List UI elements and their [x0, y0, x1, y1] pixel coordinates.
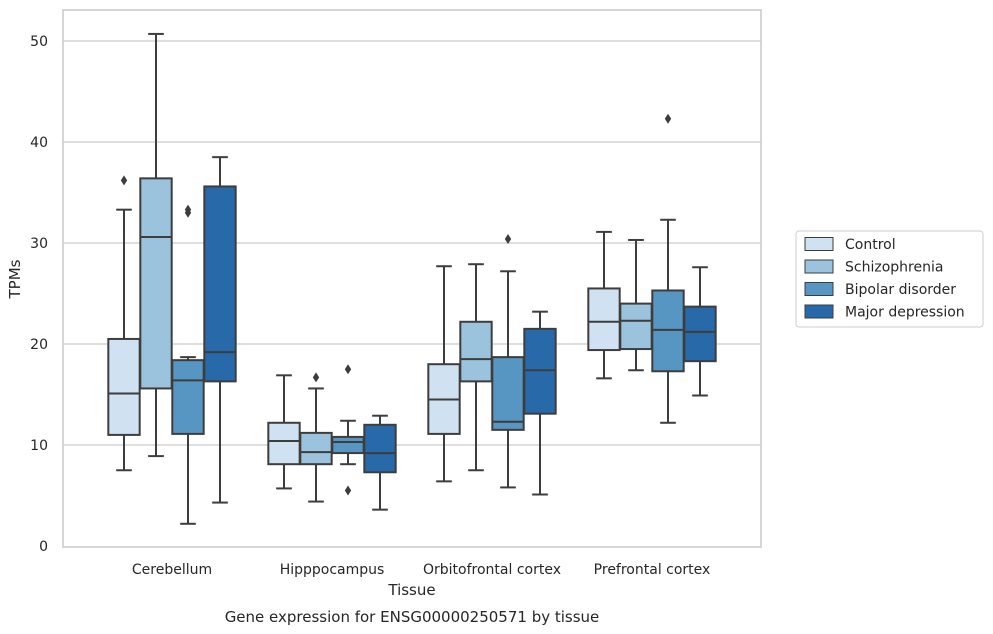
box-0-3	[587, 230, 621, 380]
iqr-box	[587, 287, 621, 352]
iqr-box	[107, 337, 141, 436]
legend-frame	[795, 230, 984, 328]
box-1-0	[139, 32, 173, 458]
y-tick-label-50: 50	[30, 34, 48, 50]
x-tick-label-3: Prefrontal cortex	[594, 562, 711, 578]
legend: Control Schizophrenia Bipolar disorder Majo…	[795, 230, 984, 328]
y-tick-label-20: 20	[30, 337, 48, 353]
iqr-box	[459, 320, 493, 383]
box-1-1	[299, 372, 333, 503]
y-tick-label-10: 10	[30, 438, 48, 454]
x-axis-title: Tissue	[387, 581, 435, 599]
box-2-2	[491, 233, 525, 489]
legend-label-0: Control	[845, 237, 896, 253]
outlier-point-1	[344, 485, 352, 496]
y-tick-label-30: 30	[30, 236, 48, 252]
box-3-0	[203, 156, 237, 504]
series-0	[107, 175, 621, 490]
box-3-2	[523, 310, 557, 496]
outlier-point-1	[184, 204, 192, 215]
series-2	[171, 113, 685, 525]
iqr-box	[363, 423, 397, 474]
legend-label-1: Schizophrenia	[845, 260, 943, 276]
legend-swatch-3	[804, 304, 834, 319]
outlier-point-0	[312, 372, 320, 383]
iqr-box	[523, 327, 557, 415]
chart-caption: Gene expression for ENSG00000250571 by t…	[225, 608, 600, 626]
iqr-box	[651, 289, 685, 373]
iqr-box	[619, 302, 653, 351]
iqr-box	[267, 421, 301, 466]
iqr-box	[331, 435, 365, 455]
outlier-point-0	[504, 233, 512, 244]
series-3	[203, 156, 717, 511]
y-tick-label-40: 40	[30, 135, 48, 151]
box-2-3	[651, 113, 685, 424]
box-1-3	[619, 238, 653, 372]
box-2-1	[331, 364, 365, 496]
box-0-2	[427, 265, 461, 483]
box-3-1	[363, 414, 397, 511]
legend-swatch-1	[804, 259, 834, 274]
box-1-2	[459, 263, 493, 472]
iqr-box	[491, 356, 525, 431]
box-2-0	[171, 204, 205, 525]
legend-label-2: Bipolar disorder	[845, 282, 956, 298]
outlier-point-0	[344, 364, 352, 375]
y-tick-label-0: 0	[39, 539, 48, 555]
x-tick-label-0: Cerebellum	[132, 562, 212, 578]
legend-label-3: Major depression	[845, 305, 965, 321]
outlier-point-0	[120, 175, 128, 186]
iqr-box	[139, 177, 173, 390]
iqr-box	[171, 359, 205, 435]
box-series	[107, 32, 717, 525]
box-3-3	[683, 266, 717, 397]
legend-swatch-0	[804, 237, 834, 251]
outlier-point-0	[664, 113, 672, 124]
y-axis-title: TPMs	[6, 259, 24, 299]
iqr-box	[203, 185, 237, 383]
plot-area	[62, 9, 762, 548]
x-tick-labels: Cerebellum Hipppocampus Orbitofrontal cort…	[132, 562, 710, 578]
iqr-box	[299, 431, 333, 466]
x-tick-label-1: Hipppocampus	[280, 562, 385, 578]
box-0-0	[107, 175, 141, 472]
legend-swatch-2	[804, 282, 834, 296]
y-tick-labels: 0 10 20 30 40 50	[30, 34, 48, 555]
iqr-box	[683, 305, 717, 363]
series-1	[139, 32, 653, 503]
x-tick-label-2: Orbitofrontal cortex	[423, 562, 561, 578]
box-0-1	[267, 374, 301, 490]
